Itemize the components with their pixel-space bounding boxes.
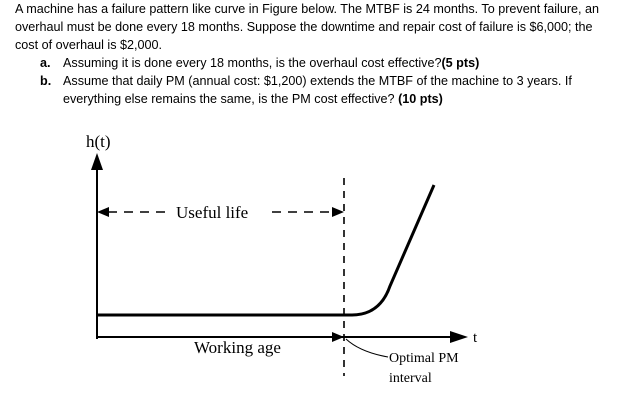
useful-life-arrow-left bbox=[97, 207, 109, 217]
useful-life-label: Useful life bbox=[176, 203, 248, 222]
pm-label-line2: interval bbox=[389, 371, 432, 386]
x-axis-label: t bbox=[473, 330, 478, 346]
question-intro: A machine has a failure pattern like cur… bbox=[15, 2, 600, 52]
useful-life-arrow-right bbox=[332, 207, 344, 217]
item-a-points: (5 pts) bbox=[441, 56, 480, 70]
item-b-points: (10 pts) bbox=[398, 92, 443, 106]
working-age-arrow bbox=[332, 332, 344, 342]
question-item-a: a. Assuming it is done every 18 months, … bbox=[15, 54, 615, 72]
working-age-label: Working age bbox=[194, 338, 281, 357]
item-b-marker: b. bbox=[40, 74, 52, 88]
pm-label-line1: Optimal PM bbox=[389, 351, 459, 366]
item-a-text: Assuming it is done every 18 months, is … bbox=[63, 56, 442, 70]
question-text: A machine has a failure pattern like cur… bbox=[15, 0, 615, 108]
item-b-text: Assume that daily PM (annual cost: $1,20… bbox=[63, 74, 572, 106]
y-axis-label: h(t) bbox=[86, 132, 111, 151]
x-axis-arrow bbox=[450, 331, 468, 343]
y-axis-arrow bbox=[91, 153, 103, 170]
question-item-b: b. Assume that daily PM (annual cost: $1… bbox=[15, 72, 615, 108]
pm-callout-line bbox=[345, 338, 389, 358]
item-a-marker: a. bbox=[40, 56, 51, 70]
hazard-curve bbox=[97, 184, 436, 317]
